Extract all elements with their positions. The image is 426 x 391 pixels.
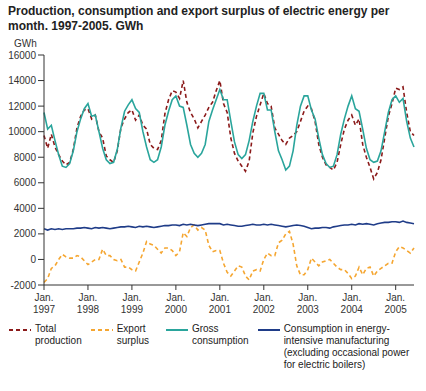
svg-text:2005: 2005	[385, 304, 408, 315]
svg-text:Jan.: Jan.	[386, 292, 405, 303]
html-text:Production, consumption and ex: Production, consumption and export surpl…	[8, 4, 390, 33]
svg-text:16000: 16000	[8, 50, 36, 61]
svg-text:0: 0	[30, 254, 36, 265]
svg-text:Jan.: Jan.	[166, 292, 185, 303]
svg-text:2000: 2000	[165, 304, 188, 315]
svg-text:Jan.: Jan.	[210, 292, 229, 303]
svg-text:Jan.: Jan.	[342, 292, 361, 303]
svg-text:Jan.: Jan.	[122, 292, 141, 303]
svg-text:1999: 1999	[121, 304, 144, 315]
html-text:GWh: GWh	[14, 38, 37, 49]
svg-text:8000: 8000	[14, 152, 37, 163]
svg-text:2001: 2001	[209, 304, 232, 315]
svg-text:2004: 2004	[341, 304, 364, 315]
svg-text:2000: 2000	[14, 228, 37, 239]
svg-text:Jan.: Jan.	[79, 292, 98, 303]
svg-text:14000: 14000	[8, 75, 36, 86]
svg-text:-2000: -2000	[10, 280, 36, 291]
html-text:Total production: Total production	[35, 323, 82, 346]
svg-text:2002: 2002	[253, 304, 276, 315]
svg-text:Jan.: Jan.	[298, 292, 317, 303]
svg-text:Jan.: Jan.	[35, 292, 54, 303]
svg-text:6000: 6000	[14, 177, 37, 188]
svg-text:2003: 2003	[297, 304, 320, 315]
svg-text:1997: 1997	[33, 304, 56, 315]
svg-text:4000: 4000	[14, 203, 37, 214]
html-text:Consumption in energy-intensiv: Consumption in energy-intensive manufact…	[283, 323, 410, 370]
svg-text:10000: 10000	[8, 126, 36, 137]
svg-text:12000: 12000	[8, 101, 36, 112]
svg-text:Jan.: Jan.	[254, 292, 273, 303]
svg-text:1998: 1998	[77, 304, 100, 315]
html-text:Export surplus: Export surplus	[116, 323, 149, 346]
html-text:Gross consumption: Gross consumption	[191, 323, 249, 346]
